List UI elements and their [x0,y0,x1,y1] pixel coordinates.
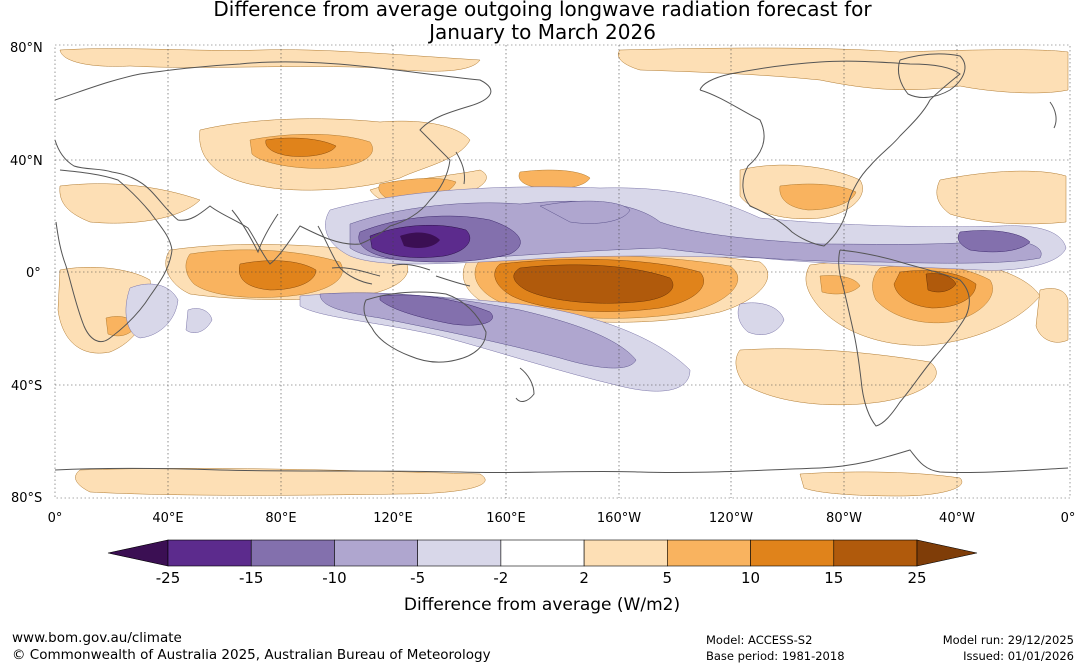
colorbar-tick-label: 2 [579,569,589,587]
longitude-axis: 0° 40°E 80°E 120°E 160°E 160°W 120°W 80°… [48,511,1076,526]
colorbar-tick-label: 5 [663,569,673,587]
footer-attribution: www.bom.gov.au/climate © Commonwealth of… [12,630,491,664]
coast-australia [363,291,487,363]
lon-label-160e: 160°E [486,511,526,526]
colorbar-swatch [417,539,502,567]
coast-south-america [838,249,970,427]
anomaly-map: 80°N 40°N 0° 40°S 80°S 0° 40°E 80°E 120°… [10,41,1076,526]
footer-model-info: Model: ACCESS-S2 Base period: 1981-2018 [706,632,845,664]
colorbar-extend-high [916,539,978,567]
lon-label-80e: 80°E [265,511,296,526]
colorbar-swatch [667,539,751,567]
colorbar-swatch [833,539,918,567]
title-line-2: January to March 2026 [429,20,656,44]
gridlines [55,45,1070,498]
lat-label-0: 0° [26,266,41,281]
coast-greenland [897,53,966,98]
lat-label-80n: 80°N [10,41,43,56]
lon-label-120e: 120°E [373,511,413,526]
footer-issued: Issued: 01/01/2026 [963,649,1074,663]
footer-run-info: Model run: 29/12/2025 Issued: 01/01/2026 [943,632,1074,664]
colorbar-tick-label: 25 [907,569,926,587]
colorbar-swatch [750,539,835,567]
lon-label-160w: 160°W [597,511,641,526]
title-line-1: Difference from average outgoing longwav… [213,0,872,21]
coast-new-zealand [515,367,535,402]
colorbar-swatch [583,539,668,567]
coast-europe-asia-north [54,61,492,265]
coast-uk [1049,101,1057,129]
lon-label-0-left: 0° [48,511,63,526]
colorbar-swatches [107,539,978,567]
colorbar-title: Difference from average (W/m2) [404,595,680,615]
colorbar-swatch [334,539,418,567]
colorbar-tick-label: -10 [322,569,347,587]
coastlines [54,53,1069,474]
coast-india [231,209,279,254]
lon-label-40w: 40°W [939,511,975,526]
colorbar-tick-label: -15 [239,569,264,587]
footer-copyright: © Commonwealth of Australia 2025, Austra… [12,647,491,663]
coast-africa [55,169,173,342]
footer-url[interactable]: www.bom.gov.au/climate [12,630,182,646]
lon-label-0-right: 0° [1061,511,1076,526]
lon-label-120w: 120°W [709,511,753,526]
colorbar-tick-label: 10 [741,569,760,587]
colorbar-tick-label: -2 [493,569,508,587]
lon-label-80w: 80°W [826,511,862,526]
anomaly-fill-darkest-purple [400,232,440,248]
colorbar-swatch [250,539,335,567]
colorbar-swatch [167,539,252,567]
colorbar-tick-label: -25 [156,569,181,587]
colorbar-tick-label: 15 [824,569,843,587]
lat-label-40s: 40°S [11,379,42,394]
footer-model-run: Model run: 29/12/2025 [942,633,1074,647]
colorbar-legend: -25 -15 -10 -5 -2 2 5 10 15 25 Difference from av… [107,539,978,615]
lat-label-40n: 40°N [10,154,43,169]
coast-japan [455,151,465,185]
colorbar-tick-label: -5 [410,569,425,587]
coast-antarctica [54,449,1069,474]
anomaly-fill-deep-orange [513,264,957,304]
footer-model: Model: ACCESS-S2 [706,633,813,647]
lon-label-40e: 40°E [152,511,183,526]
coast-indonesia [331,263,471,287]
anomaly-fill-mid-purple [319,200,1042,369]
colorbar-extend-low [107,539,169,567]
footer-base-period: Base period: 1981-2018 [706,649,845,663]
latitude-axis: 80°N 40°N 0° 40°S 80°S [10,41,43,506]
coast-north-america [699,60,961,247]
map-frame [54,44,1071,499]
colorbar-ticks: -25 -15 -10 -5 -2 2 5 10 15 25 [156,569,927,587]
chart-title: Difference from average outgoing longwav… [0,0,1085,44]
lat-label-80s: 80°S [11,491,42,506]
colorbar-swatch [500,539,585,567]
